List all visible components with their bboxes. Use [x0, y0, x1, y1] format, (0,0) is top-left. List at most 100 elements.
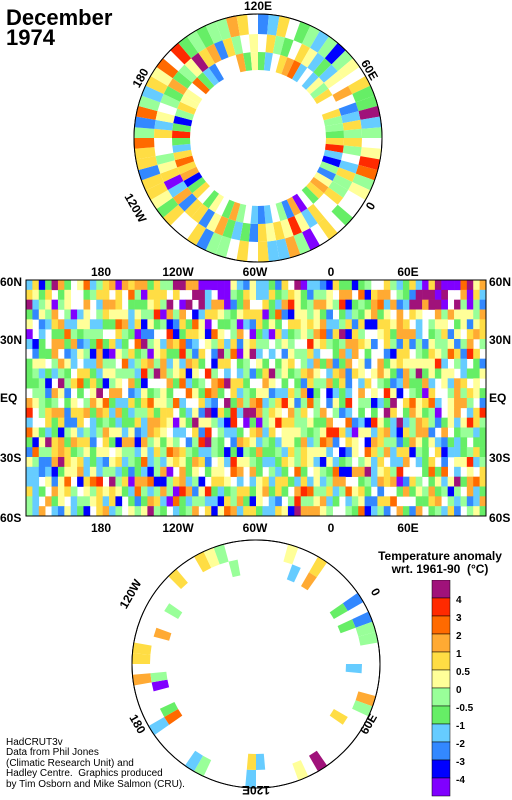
anomaly-cell	[390, 368, 397, 379]
anomaly-cell	[70, 378, 78, 389]
anomaly-cell	[466, 368, 474, 379]
anomaly-cell	[332, 358, 340, 369]
anomaly-cell	[45, 378, 52, 389]
anomaly-cell	[83, 368, 91, 379]
anomaly-cell	[256, 339, 263, 350]
anomaly-cell	[204, 388, 212, 399]
anomaly-cell	[166, 437, 174, 448]
anomaly-cell	[262, 398, 270, 409]
anomaly-cell	[307, 289, 314, 300]
anomaly-cell	[236, 457, 244, 468]
anomaly-cell	[64, 447, 72, 458]
anomaly-cell	[454, 299, 461, 310]
north-polar-cell	[284, 235, 301, 258]
anomaly-cell	[428, 299, 436, 310]
anomaly-cell	[390, 319, 397, 330]
anomaly-cell	[57, 280, 65, 291]
anomaly-cell	[460, 299, 468, 310]
anomaly-cell	[128, 398, 135, 409]
anomaly-cell	[172, 289, 180, 300]
north-polar-cell	[280, 218, 294, 239]
anomaly-cell	[466, 496, 474, 507]
anomaly-cell	[160, 427, 167, 438]
anomaly-cell	[141, 378, 148, 389]
anomaly-cell	[32, 378, 40, 389]
anomaly-cell	[287, 496, 295, 507]
anomaly-cell	[89, 466, 97, 477]
anomaly-cell	[134, 299, 142, 310]
north-polar-cell	[205, 21, 223, 44]
anomaly-cell	[243, 496, 250, 507]
anomaly-cell	[300, 388, 308, 399]
anomaly-cell	[77, 348, 84, 359]
anomaly-cell	[243, 368, 250, 379]
anomaly-cell	[64, 319, 72, 330]
anomaly-cell	[364, 457, 372, 468]
anomaly-cell	[287, 388, 295, 399]
anomaly-cell	[102, 427, 110, 438]
anomaly-cell	[64, 388, 72, 399]
anomaly-cell	[217, 289, 225, 300]
anomaly-cell	[434, 368, 442, 379]
anomaly-cell	[262, 437, 270, 448]
anomaly-cell	[179, 476, 187, 487]
anomaly-cell	[262, 417, 270, 428]
north-polar-cell	[310, 177, 329, 194]
anomaly-cell	[26, 457, 33, 468]
north-polar-cell	[135, 156, 158, 171]
lon-label-120w-top: 120W	[162, 266, 194, 279]
anomaly-cell	[428, 339, 436, 350]
anomaly-cell	[434, 339, 442, 350]
anomaly-cell	[319, 506, 327, 517]
anomaly-cell	[192, 319, 199, 330]
anomaly-cell	[147, 476, 155, 487]
anomaly-cell	[377, 368, 385, 379]
anomaly-cell	[326, 476, 333, 487]
north-polar-cell	[352, 85, 375, 103]
north-polar-label-120e: 120E	[244, 0, 272, 13]
anomaly-cell	[390, 476, 397, 487]
anomaly-cell	[109, 417, 116, 428]
anomaly-cell	[147, 466, 155, 477]
anomaly-cell	[51, 280, 59, 291]
north-polar-cell	[163, 174, 184, 190]
anomaly-cell	[409, 339, 417, 350]
anomaly-cell	[479, 388, 487, 399]
legend-level-neg-1: -1	[456, 721, 465, 732]
anomaly-cell	[396, 388, 404, 399]
anomaly-cell	[256, 348, 263, 359]
anomaly-cell	[243, 309, 250, 320]
north-polar-cell	[172, 143, 191, 153]
anomaly-cell	[345, 299, 353, 310]
anomaly-cell	[224, 319, 231, 330]
anomaly-cell	[377, 466, 385, 477]
anomaly-cell	[402, 280, 410, 291]
anomaly-cell	[70, 319, 78, 330]
anomaly-cell	[454, 358, 461, 369]
anomaly-cell	[26, 358, 33, 369]
anomaly-cell	[192, 417, 199, 428]
anomaly-cell	[332, 348, 340, 359]
anomaly-cell	[281, 466, 289, 477]
color-legend: 4 3 2 1 0.5 0 -0.5 -1 -2 -3 -4	[431, 580, 474, 797]
south-polar-label-120e: 120E	[242, 783, 270, 797]
north-polar-cell	[222, 37, 236, 58]
anomaly-cell	[262, 476, 270, 487]
anomaly-cell	[415, 496, 423, 507]
anomaly-cell	[204, 457, 212, 468]
anomaly-cell	[307, 378, 314, 389]
anomaly-cell	[281, 378, 289, 389]
anomaly-cell	[236, 368, 244, 379]
anomaly-cell	[96, 496, 103, 507]
anomaly-cell	[268, 319, 276, 330]
anomaly-cell	[230, 427, 238, 438]
anomaly-cell	[230, 329, 238, 340]
anomaly-cell	[332, 427, 340, 438]
legend-swatch	[431, 741, 451, 761]
anomaly-cell	[179, 309, 187, 320]
anomaly-cell	[217, 348, 225, 359]
anomaly-cell	[64, 280, 72, 291]
north-polar-cell	[174, 108, 195, 121]
anomaly-cell	[422, 457, 429, 468]
anomaly-cell	[275, 437, 282, 448]
